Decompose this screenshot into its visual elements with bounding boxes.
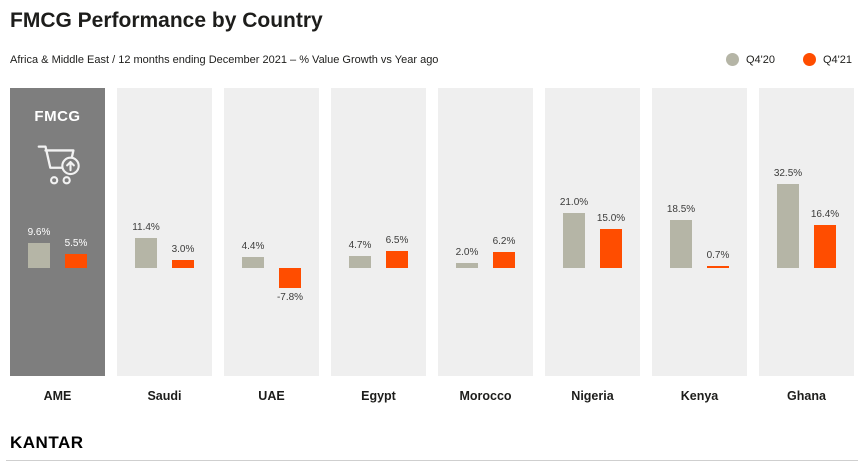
bar-value-label-uae-q421: -7.8%	[276, 292, 304, 304]
chart-column-egypt: 4.7% 6.5% Egypt	[331, 88, 426, 403]
panel-ame: FMCG 9.6% 5.5%	[10, 88, 105, 376]
legend: Q4'20 Q4'21	[725, 53, 852, 66]
country-label-kenya: Kenya	[680, 389, 719, 403]
bar-nigeria-q421	[600, 229, 622, 268]
country-label-uae: UAE	[258, 389, 285, 403]
subtitle-row: Africa & Middle East / 12 months ending …	[10, 53, 852, 66]
legend-dot-icon	[725, 53, 739, 66]
bar-ame-q421	[65, 253, 87, 268]
bar-saudi-q421	[172, 260, 194, 268]
chart-column-nigeria: 21.0% 15.0% Nigeria	[545, 88, 640, 403]
bar-value-label-saudi-q421: 3.0%	[171, 244, 195, 256]
legend-label: Q4'20	[745, 53, 775, 66]
bar-value-label-ame-q421: 5.5%	[64, 237, 88, 249]
chart-column-uae: 4.4% -7.8% UAE	[224, 88, 319, 403]
panel-egypt: 4.7% 6.5%	[331, 88, 426, 376]
bar-kenya-q420	[670, 219, 692, 268]
bar-value-label-egypt-q421: 6.5%	[385, 235, 409, 247]
bar-nigeria-q420	[563, 213, 585, 268]
chart-panels: FMCG 9.6% 5.5% AME 11.4% 3.0% Saudi 4.4% -7.8% UA…	[10, 88, 854, 403]
bar-value-label-kenya-q420: 18.5%	[666, 203, 696, 215]
country-label-saudi: Saudi	[147, 389, 182, 403]
footer: KANTAR	[10, 433, 84, 453]
bar-value-label-uae-q420: 4.4%	[241, 240, 265, 252]
bar-ghana-q420	[777, 183, 799, 268]
panel-uae: 4.4% -7.8%	[224, 88, 319, 376]
bar-value-label-morocco-q421: 6.2%	[492, 235, 516, 247]
bar-value-label-ame-q420: 9.6%	[27, 227, 51, 239]
footer-divider	[6, 460, 858, 461]
bar-saudi-q420	[135, 238, 157, 268]
legend-item-q421: Q4'21	[802, 53, 852, 66]
fmcg-label: FMCG	[34, 108, 81, 125]
legend-dot-icon	[802, 53, 816, 66]
bar-morocco-q420	[456, 262, 478, 268]
bar-value-label-kenya-q421: 0.7%	[706, 250, 730, 261]
bar-ghana-q421	[814, 225, 836, 268]
bar-value-label-morocco-q420: 2.0%	[455, 246, 479, 258]
country-label-nigeria: Nigeria	[571, 389, 614, 403]
country-label-morocco: Morocco	[459, 389, 512, 403]
chart-column-kenya: 18.5% 0.7% Kenya	[652, 88, 747, 403]
chart-column-saudi: 11.4% 3.0% Saudi	[117, 88, 212, 403]
legend-label: Q4'21	[822, 53, 852, 66]
page-title: FMCG Performance by Country	[10, 9, 323, 32]
bar-uae-q421	[279, 268, 301, 289]
legend-item-q420: Q4'20	[725, 53, 775, 66]
shopping-cart-growth-icon	[10, 137, 105, 187]
kantar-logo: KANTAR	[10, 433, 84, 452]
country-label-egypt: Egypt	[361, 389, 396, 403]
bar-value-label-ghana-q421: 16.4%	[810, 209, 840, 221]
bar-value-label-nigeria-q421: 15.0%	[596, 213, 626, 224]
country-label-ame: AME	[43, 389, 72, 403]
bar-value-label-ghana-q420: 32.5%	[773, 167, 803, 179]
panel-kenya: 18.5% 0.7%	[652, 88, 747, 376]
bar-value-label-egypt-q420: 4.7%	[348, 239, 372, 251]
bar-egypt-q420	[349, 255, 371, 268]
bar-value-label-nigeria-q420: 21.0%	[559, 197, 589, 209]
bar-uae-q420	[242, 256, 264, 268]
panel-nigeria: 21.0% 15.0%	[545, 88, 640, 376]
bar-egypt-q421	[386, 251, 408, 268]
panel-ghana: 32.5% 16.4%	[759, 88, 854, 376]
country-label-ghana: Ghana	[787, 389, 826, 403]
chart-subtitle: Africa & Middle East / 12 months ending …	[10, 53, 439, 66]
chart-column-ghana: 32.5% 16.4% Ghana	[759, 88, 854, 403]
panel-saudi: 11.4% 3.0%	[117, 88, 212, 376]
bar-value-label-saudi-q420: 11.4%	[132, 222, 160, 234]
bar-kenya-q421	[707, 266, 729, 268]
chart-column-morocco: 2.0% 6.2% Morocco	[438, 88, 533, 403]
bar-ame-q420	[28, 243, 50, 268]
chart-column-ame: FMCG 9.6% 5.5% AME	[10, 88, 105, 403]
panel-morocco: 2.0% 6.2%	[438, 88, 533, 376]
bar-morocco-q421	[493, 251, 515, 268]
